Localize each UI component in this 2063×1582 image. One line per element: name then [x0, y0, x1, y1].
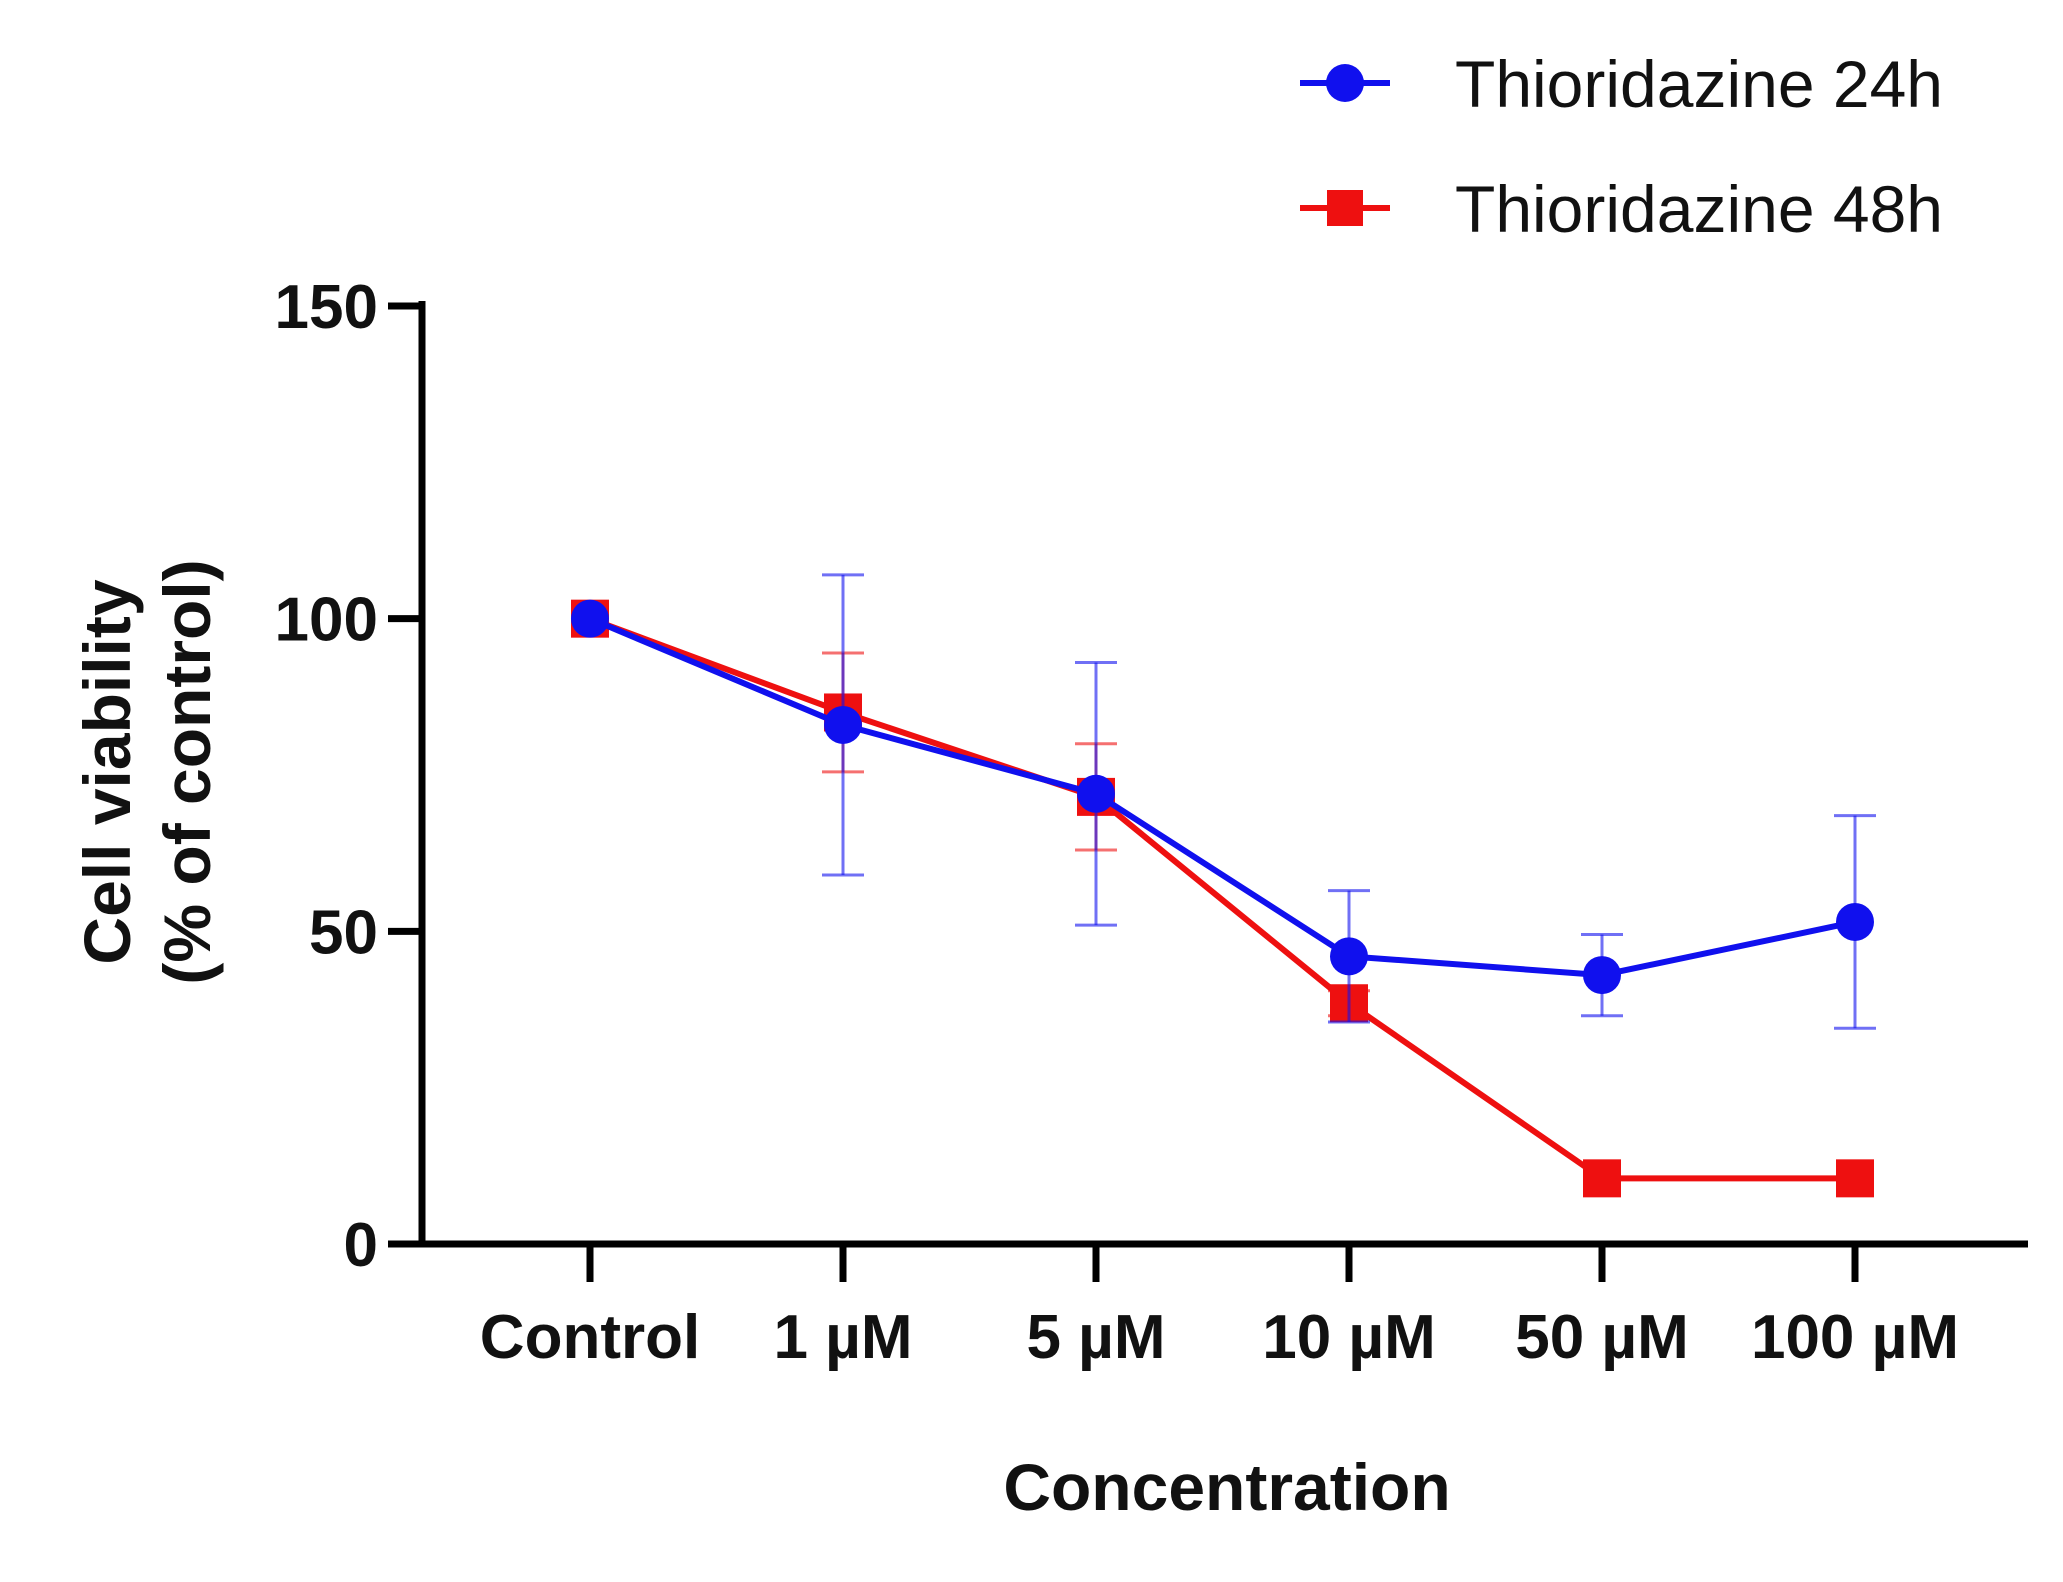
series-line [588, 615, 1855, 1182]
y-tick-label: 0 [344, 1211, 378, 1280]
data-point [1583, 956, 1621, 995]
legend-label-48h: Thioridazine 48h [1455, 172, 1943, 246]
x-ticks: Control 1 µM 5 µM 10 µM 50 µM 100 µM [480, 1244, 1959, 1372]
y-axis-title-line2: (% of control) [150, 559, 224, 984]
y-ticks: 0 50 100 150 [275, 273, 422, 1280]
series-24h [571, 573, 1876, 1030]
data-point [824, 705, 862, 744]
legend: Thioridazine 24h Thioridazine 48h [1300, 47, 1943, 246]
series-48h [571, 599, 1874, 1198]
legend-item-24h: Thioridazine 24h [1300, 47, 1943, 121]
legend-marker-24h [1326, 64, 1364, 102]
data-point [1330, 937, 1368, 976]
y-tick-label: 50 [309, 898, 378, 967]
axes [418, 301, 2028, 1248]
y-axis-title-line1: Cell viability [70, 579, 144, 964]
data-point [1836, 1159, 1874, 1198]
x-tick-label: 5 µM [1026, 1303, 1165, 1372]
x-tick-label: 50 µM [1515, 1303, 1689, 1372]
series-layer [571, 573, 1876, 1198]
x-tick-label: 1 µM [773, 1303, 912, 1372]
x-tick-label: 100 µM [1751, 1303, 1959, 1372]
legend-item-48h: Thioridazine 48h [1300, 172, 1943, 246]
legend-label-24h: Thioridazine 24h [1455, 47, 1943, 121]
y-tick-label: 150 [275, 273, 378, 342]
series-line [588, 615, 1856, 979]
y-axis-title: Cell viability (% of control) [70, 559, 224, 984]
data-point [571, 599, 609, 638]
y-tick-label: 100 [275, 586, 378, 655]
data-point [1077, 774, 1115, 813]
x-tick-label: Control [480, 1303, 700, 1372]
x-axis-title: Concentration [1003, 1450, 1450, 1524]
x-tick-label: 10 µM [1262, 1303, 1436, 1372]
legend-marker-48h [1327, 190, 1363, 226]
data-point [1836, 902, 1874, 941]
data-point [1583, 1159, 1621, 1198]
